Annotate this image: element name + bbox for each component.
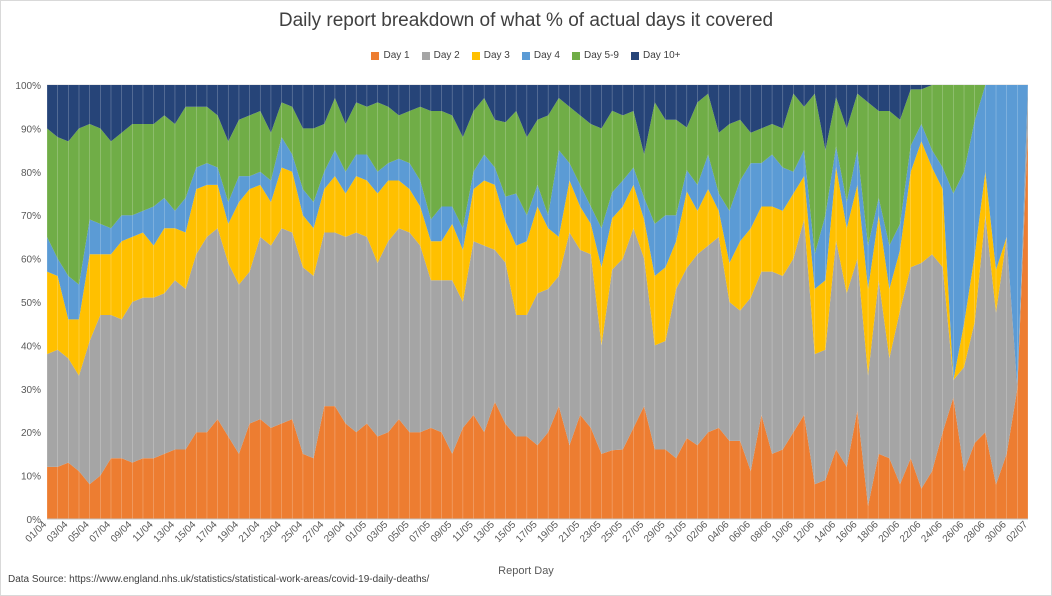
x-tick-label: 30/06 [983, 519, 1009, 545]
x-tick-label: 21/04 [237, 519, 263, 545]
legend-label: Day 3 [483, 50, 510, 61]
x-tick-label: 29/04 [322, 519, 348, 545]
area-day-2-series [47, 85, 1028, 506]
legend-item: Day 2 [421, 50, 460, 61]
y-tick-label: 90% [21, 124, 41, 135]
x-tick-label: 17/04 [194, 519, 220, 545]
x-tick-label: 06/06 [727, 519, 753, 545]
x-axis-title: Report Day [498, 565, 554, 577]
x-tick-label: 12/06 [791, 519, 817, 545]
legend-item: Day 4 [521, 50, 560, 61]
x-tick-label: 17/05 [514, 519, 540, 545]
area-day-3-series [47, 85, 1028, 389]
legend-label: Day 2 [433, 50, 460, 61]
x-tick-label: 02/07 [1005, 519, 1031, 545]
legend-swatch [521, 51, 530, 60]
area-day-1-series [47, 128, 1028, 519]
x-tick-label: 02/06 [685, 519, 711, 545]
chart-title: Daily report breakdown of what % of actu… [278, 10, 774, 31]
x-tick-label: 13/05 [471, 519, 497, 545]
legend-label: Day 10+ [642, 50, 681, 61]
y-tick-label: 50% [21, 298, 41, 309]
y-tick-label: 60% [21, 255, 41, 266]
x-tick-label: 08/06 [749, 519, 775, 545]
y-tick-label: 80% [21, 168, 41, 179]
y-tick-label: 20% [21, 428, 41, 439]
x-tick-label: 20/06 [877, 519, 903, 545]
legend: Day 1 Day 2 Day 3 Day 4 Day 5-9 Day 10+ [0, 50, 1052, 61]
x-tick-label: 03/05 [365, 519, 391, 545]
area-day-5-9-series [47, 85, 1028, 285]
legend-item: Day 5-9 [571, 50, 619, 61]
x-tick-label: 07/04 [88, 519, 114, 545]
x-tick-label: 24/06 [919, 519, 945, 545]
x-tick-label: 05/05 [386, 519, 412, 545]
legend-item: Day 10+ [630, 50, 681, 61]
x-tick-label: 07/05 [408, 519, 434, 545]
legend-swatch [630, 51, 639, 60]
legend-label: Day 4 [533, 50, 560, 61]
legend-swatch [421, 51, 430, 60]
x-tick-label: 01/05 [344, 519, 370, 545]
y-tick-label: 70% [21, 211, 41, 222]
x-tick-label: 27/04 [301, 519, 327, 545]
legend-swatch [471, 51, 480, 60]
y-tick-label: 100% [15, 81, 41, 92]
legend-item: Day 1 [371, 50, 410, 61]
x-tick-label: 05/04 [66, 519, 92, 545]
x-tick-label: 31/05 [663, 519, 689, 545]
y-tick-label: 10% [21, 472, 41, 483]
legend-label: Day 1 [383, 50, 410, 61]
x-tick-label: 25/05 [599, 519, 625, 545]
x-tick-label: 28/06 [962, 519, 988, 545]
x-tick-label: 14/06 [813, 519, 839, 545]
x-tick-label: 29/05 [642, 519, 668, 545]
legend-label: Day 5-9 [583, 50, 619, 61]
x-tick-label: 09/05 [429, 519, 455, 545]
x-tick-label: 15/05 [493, 519, 519, 545]
y-tick-label: 0% [27, 515, 42, 526]
x-tick-label: 22/06 [898, 519, 924, 545]
x-tick-label: 25/04 [280, 519, 306, 545]
x-tick-label: 21/05 [557, 519, 583, 545]
y-tick-label: 40% [21, 341, 41, 352]
x-tick-label: 11/05 [451, 519, 476, 544]
x-tick-label: 26/06 [941, 519, 967, 545]
x-tick-label: 15/04 [173, 519, 199, 545]
x-tick-label: 19/04 [216, 519, 242, 545]
legend-swatch [371, 51, 380, 60]
x-tick-label: 04/06 [706, 519, 732, 545]
x-tick-label: 10/06 [770, 519, 796, 545]
x-tick-label: 13/04 [152, 519, 178, 545]
x-tick-label: 11/04 [131, 519, 156, 544]
area-day-10-series [47, 85, 1028, 155]
x-tick-label: 03/04 [45, 519, 71, 545]
x-tick-label: 18/06 [855, 519, 881, 545]
x-tick-label: 23/04 [258, 519, 284, 545]
legend-item: Day 3 [471, 50, 510, 61]
x-tick-label: 16/06 [834, 519, 860, 545]
legend-swatch [571, 51, 580, 60]
y-tick-label: 30% [21, 385, 41, 396]
x-tick-label: 27/05 [621, 519, 647, 545]
x-tick-label: 09/04 [109, 519, 135, 545]
data-source-note: Data Source: https://www.england.nhs.uk/… [8, 574, 430, 585]
x-tick-label: 19/05 [535, 519, 561, 545]
x-tick-label: 23/05 [578, 519, 604, 545]
area-day-4-series [47, 85, 1028, 389]
